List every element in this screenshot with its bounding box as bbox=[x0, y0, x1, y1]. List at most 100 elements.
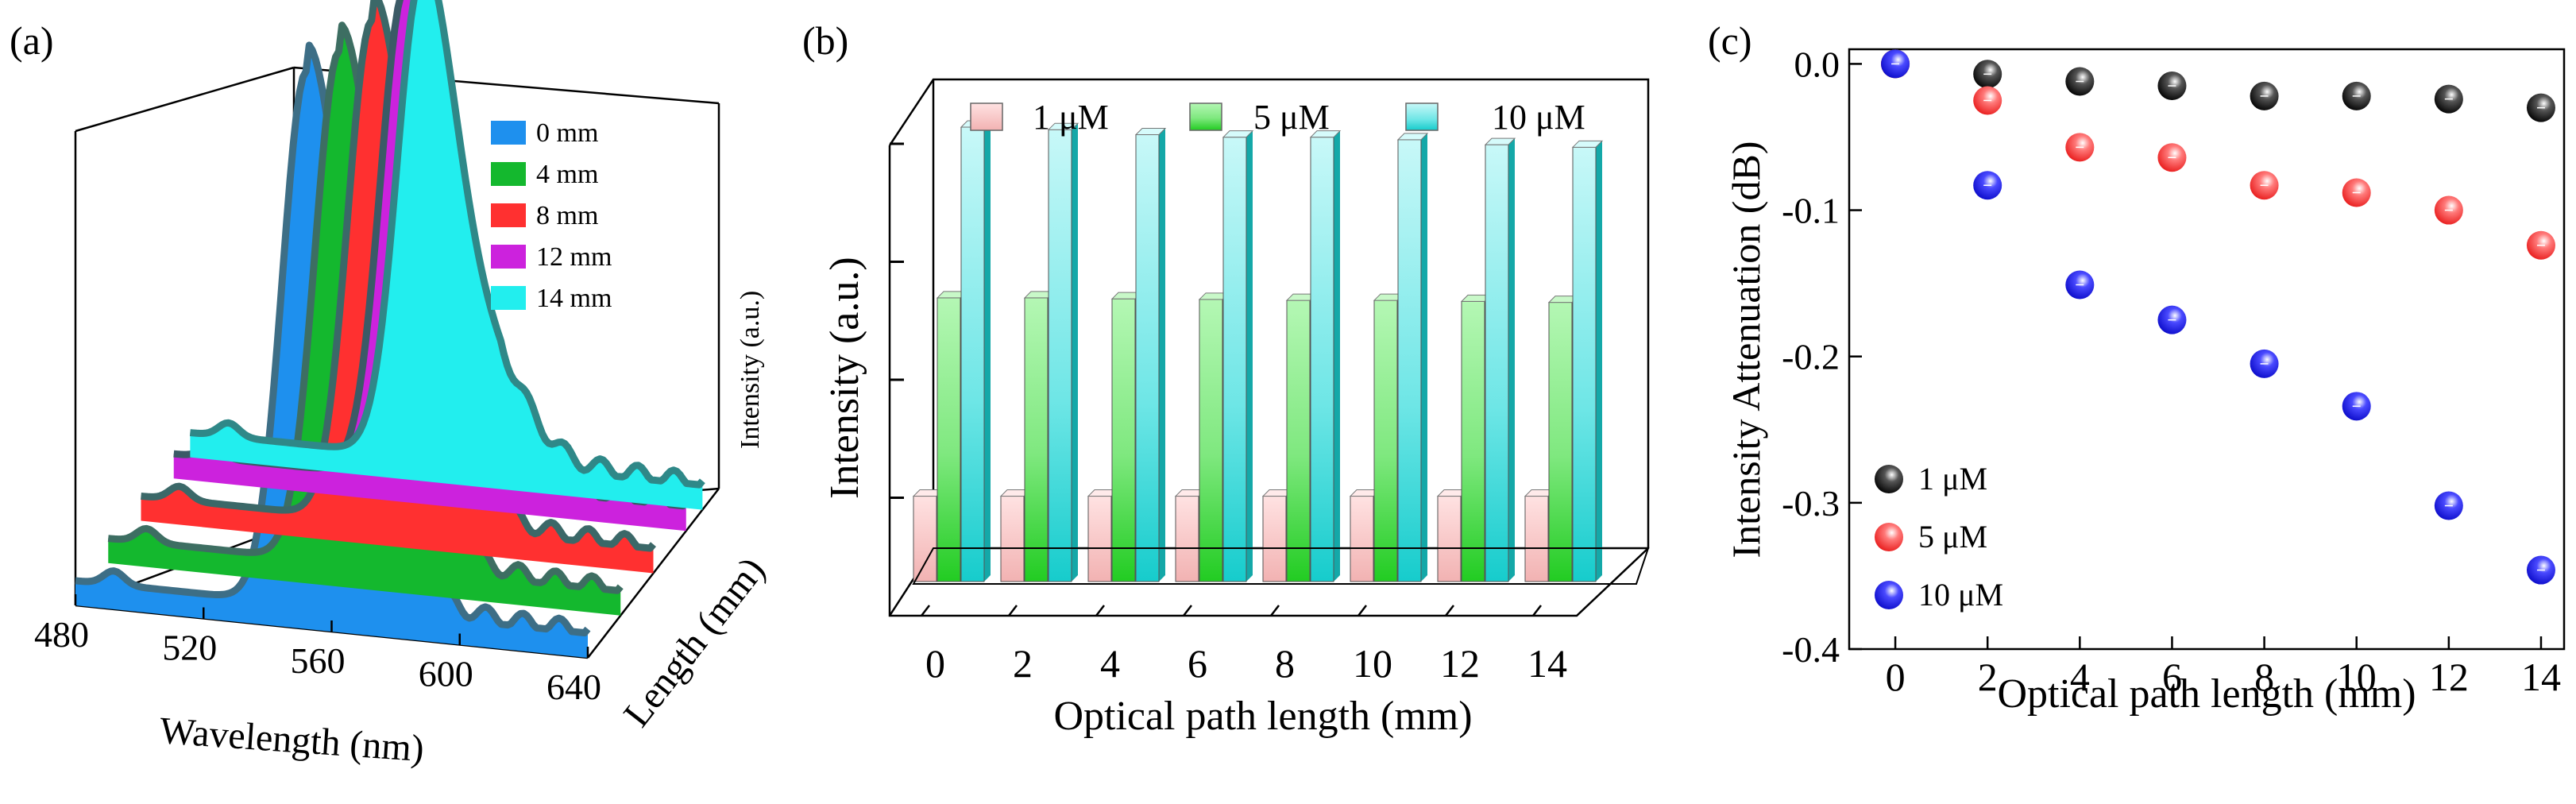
panel-b-xtick-mark bbox=[1270, 605, 1280, 617]
legend-swatch-14mm bbox=[491, 286, 526, 310]
panel-b-xlabel: Optical path length (mm) bbox=[1053, 694, 1472, 739]
legend-label-0mm: 0 mm bbox=[536, 118, 598, 148]
bar-10uM-10mm bbox=[1397, 139, 1422, 582]
legend-swatch-5uM bbox=[1189, 102, 1222, 131]
bar-1uM-8mm bbox=[1262, 496, 1287, 582]
panel-c-ytick-label: -0.2 bbox=[1782, 337, 1840, 377]
bar-1uM-10mm bbox=[1350, 496, 1374, 582]
bar-10uM-0mm bbox=[960, 126, 985, 582]
panel-a-legend: 0 mm 4 mm 8 mm 12 mm 14 mm bbox=[491, 118, 612, 313]
panel-a-ticks: 480 520 560 600 640 bbox=[34, 594, 601, 707]
panel-b-bar-chart: (b) 0 2 4 6 8 10 12 14 1 μM 5 μM 10 μM Intensit… bbox=[802, 18, 1650, 739]
panel-b-xtick: 12 bbox=[1440, 641, 1480, 686]
bar-side bbox=[1072, 123, 1078, 582]
panel-c-xtick-label: 0 bbox=[1886, 655, 1906, 699]
bar-side bbox=[1508, 138, 1515, 582]
legend-label-12mm: 12 mm bbox=[536, 242, 612, 272]
bar-side bbox=[1596, 141, 1602, 582]
bar-top bbox=[1222, 130, 1254, 138]
panel-c-xlabel: Optical path length (mm) bbox=[1997, 671, 2416, 717]
panel-c-ytick-label: -0.4 bbox=[1782, 629, 1840, 670]
bar-5uM-14mm bbox=[1548, 302, 1573, 582]
bar-side bbox=[1159, 128, 1165, 582]
bar-5uM-10mm bbox=[1373, 300, 1398, 582]
panel-b-floor bbox=[912, 547, 1650, 585]
legend-marker-1uM bbox=[1875, 465, 1903, 493]
bar-side bbox=[1334, 130, 1340, 582]
panel-c-ytick-label: -0.3 bbox=[1782, 483, 1840, 524]
panel-c-legend: 1 μM 5 μM 10 μM bbox=[1875, 461, 2003, 613]
bar-5uM-8mm bbox=[1286, 300, 1311, 582]
spectrum-trace-14mm bbox=[189, 0, 705, 489]
bar-side bbox=[984, 121, 991, 582]
panel-b-xtick-mark bbox=[921, 605, 930, 617]
panel-c-ticks: 0 2 4 6 8 10 12 14 0.0 -0.1 -0.2 -0.3 -0.4 bbox=[1782, 44, 2561, 699]
panel-b-xtick-mark bbox=[1008, 605, 1018, 617]
bar-5uM-6mm bbox=[1199, 299, 1223, 582]
panel-c-xtick-label: 8 bbox=[2254, 655, 2274, 699]
legend-marker-5uM bbox=[1875, 523, 1903, 551]
legend-swatch-8mm bbox=[491, 203, 526, 227]
panel-b-xtick: 8 bbox=[1275, 641, 1295, 686]
bar-1uM-12mm bbox=[1437, 496, 1462, 582]
spectrum-fill-14mm bbox=[190, 0, 703, 510]
bar-1uM-6mm bbox=[1175, 496, 1199, 582]
panel-c-xtick-label: 12 bbox=[2429, 655, 2469, 699]
panel-c-points bbox=[1881, 49, 2555, 585]
bar-1uM-0mm bbox=[913, 496, 937, 582]
legend-label-8mm: 8 mm bbox=[536, 201, 598, 230]
legend-label-4mm: 4 mm bbox=[536, 160, 598, 189]
bar-10uM-8mm bbox=[1310, 137, 1334, 582]
legend-label-1uM: 1 μM bbox=[1033, 98, 1109, 137]
panel-b-xtick: 14 bbox=[1527, 641, 1567, 686]
bar-top bbox=[1396, 133, 1429, 141]
panel-b-xtick: 2 bbox=[1013, 641, 1033, 686]
panel-a-xtick: 560 bbox=[291, 640, 346, 681]
panel-b-xtick-mark bbox=[1095, 605, 1105, 617]
panel-a-zlabel: Intensity (a.u.) bbox=[736, 291, 765, 449]
legend-swatch-10uM bbox=[1405, 102, 1439, 131]
bar-1uM-2mm bbox=[1000, 496, 1025, 582]
legend-label-14mm: 14 mm bbox=[536, 284, 612, 313]
panel-a-xtick: 520 bbox=[162, 628, 217, 668]
panel-c-xtick-label: 4 bbox=[2070, 655, 2090, 699]
panel-a-xtick: 640 bbox=[546, 667, 601, 707]
legend-label-5uM: 5 μM bbox=[1918, 519, 1987, 555]
panel-a-xtick: 480 bbox=[34, 614, 89, 655]
panel-a-traces bbox=[75, 0, 705, 658]
bar-10uM-6mm bbox=[1222, 137, 1247, 582]
bar-10uM-4mm bbox=[1135, 134, 1160, 582]
panel-b-xtick: 10 bbox=[1353, 641, 1392, 686]
legend-label-5uM: 5 μM bbox=[1253, 98, 1330, 137]
bar-top bbox=[1047, 122, 1079, 130]
bar-top bbox=[1571, 140, 1604, 148]
panel-a-xtick: 600 bbox=[419, 654, 473, 694]
panel-c-ytick-label: -0.1 bbox=[1782, 191, 1840, 231]
bar-10uM-12mm bbox=[1485, 144, 1509, 582]
panel-c-xtick-label: 10 bbox=[2337, 655, 2377, 699]
bar-side bbox=[1246, 130, 1253, 582]
panel-c-label: (c) bbox=[1708, 18, 1752, 63]
panel-c-xtick-label: 14 bbox=[2521, 655, 2561, 699]
legend-swatch-1uM bbox=[970, 102, 1003, 131]
panel-b-xticks: 0 2 4 6 8 10 12 14 bbox=[921, 605, 1567, 686]
panel-c-xtick-label: 2 bbox=[1978, 655, 1998, 699]
panel-b-xtick: 6 bbox=[1188, 641, 1207, 686]
legend-label-10uM: 10 μM bbox=[1492, 98, 1585, 137]
panel-c-frame bbox=[1848, 48, 2566, 651]
panel-b-xtick: 4 bbox=[1100, 641, 1120, 686]
legend-swatch-4mm bbox=[491, 162, 526, 186]
panel-c-xtick-label: 6 bbox=[2162, 655, 2182, 699]
legend-swatch-12mm bbox=[491, 245, 526, 269]
panel-b-yticks bbox=[890, 142, 904, 499]
panel-c-ylabel: Intensity Attenuation (dB) bbox=[1724, 141, 1768, 559]
panel-a-xlabel: Wavelength (nm) bbox=[158, 709, 425, 770]
legend-label-10uM: 10 μM bbox=[1918, 577, 2003, 613]
panel-b-label: (b) bbox=[802, 18, 848, 63]
bar-top bbox=[1134, 128, 1167, 136]
bar-5uM-12mm bbox=[1461, 300, 1485, 582]
panel-a-waterfall: (a) 480 520 560 600 640 0 mm 4 mm 8 mm 12 mm bbox=[10, 0, 773, 770]
bar-10uM-14mm bbox=[1572, 146, 1597, 582]
bar-5uM-0mm bbox=[937, 297, 961, 582]
bar-1uM-14mm bbox=[1524, 496, 1549, 582]
